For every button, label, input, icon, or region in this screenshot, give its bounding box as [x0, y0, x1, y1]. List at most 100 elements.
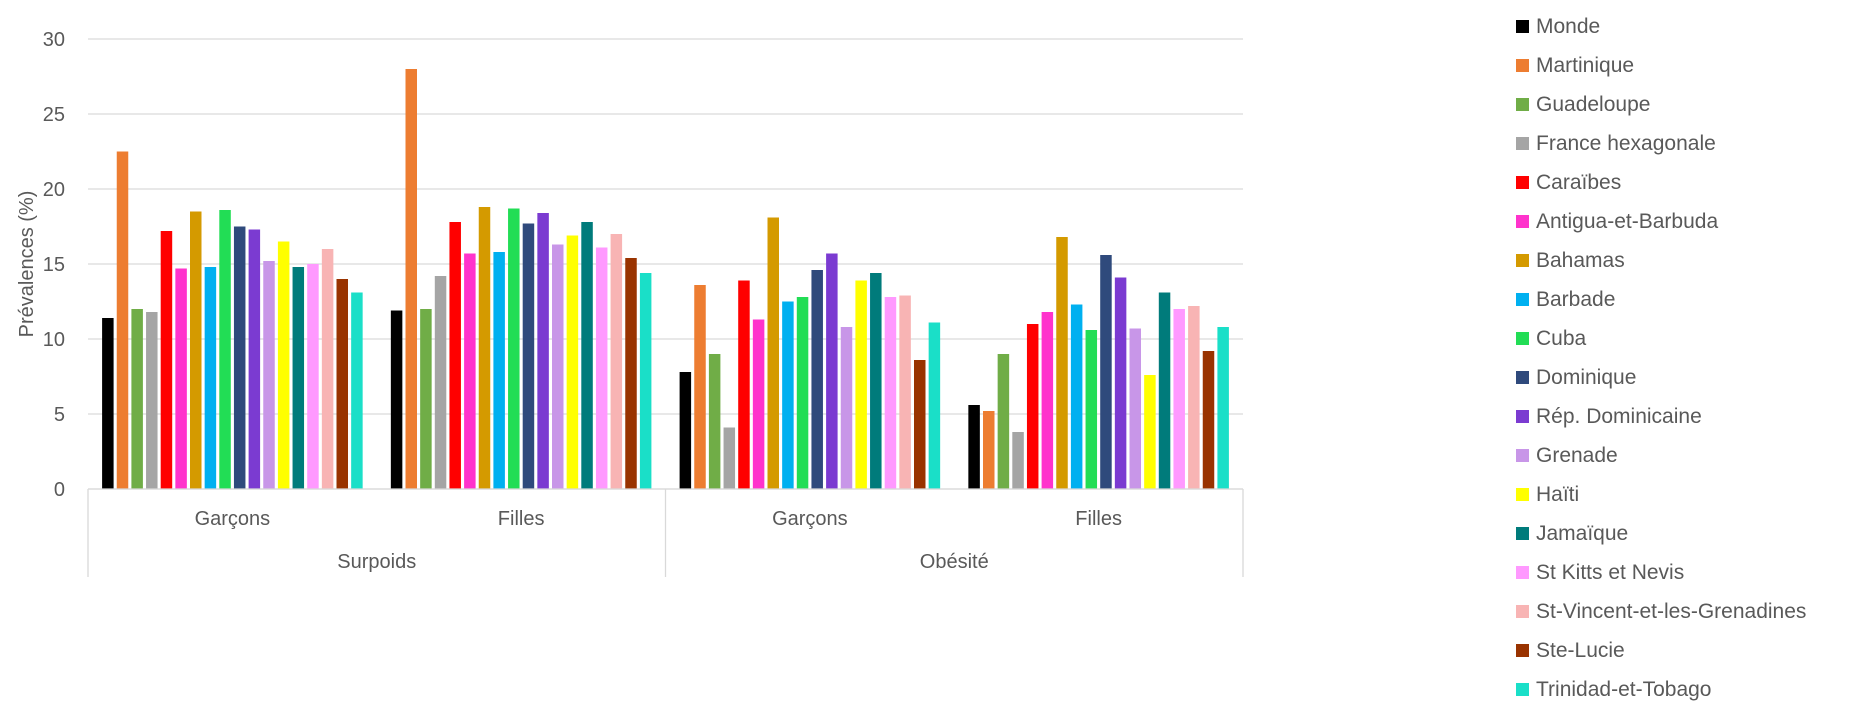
bar — [1012, 432, 1024, 489]
bar — [1085, 330, 1098, 489]
bar — [566, 235, 579, 489]
legend-label: Rép. Dominicaine — [1536, 404, 1702, 428]
bar — [581, 222, 593, 489]
legend-swatch — [1516, 332, 1529, 345]
legend-item: Martinique — [1516, 46, 1852, 85]
y-tick-label: 20 — [43, 179, 65, 201]
bar — [449, 222, 461, 489]
bar — [175, 268, 187, 489]
legend-label: Antigua-et-Barbuda — [1536, 209, 1719, 233]
bar — [1188, 306, 1200, 489]
legend: Monde Martinique Guadeloupe France hexagona… — [1516, 7, 1852, 709]
x-tick-label: Garçons — [772, 508, 848, 530]
legend-swatch — [1516, 683, 1529, 696]
legend-swatch — [1516, 59, 1529, 72]
legend-label: Cuba — [1536, 326, 1587, 350]
legend-label: Martinique — [1536, 53, 1635, 77]
bar — [390, 310, 403, 489]
bar — [233, 226, 246, 489]
bar — [508, 208, 520, 489]
legend-swatch — [1516, 98, 1529, 111]
bar — [679, 372, 692, 489]
legend-label: Bahamas — [1536, 248, 1625, 272]
bar — [321, 249, 334, 489]
legend-swatch — [1516, 176, 1529, 189]
legend-label: Barbade — [1536, 287, 1616, 311]
bar — [307, 264, 319, 489]
bar — [420, 309, 432, 489]
bar — [204, 267, 217, 489]
bar — [899, 295, 911, 489]
legend-label: Ste-Lucie — [1536, 638, 1625, 662]
bar — [752, 319, 765, 489]
legend-item: Grenade — [1516, 436, 1852, 475]
bar — [116, 151, 129, 489]
bar — [767, 217, 779, 489]
legend-label: Dominique — [1536, 365, 1637, 389]
bar — [146, 312, 158, 489]
legend-swatch — [1516, 644, 1529, 657]
legend-item: Dominique — [1516, 358, 1852, 397]
bar — [708, 354, 721, 489]
bar — [131, 309, 143, 489]
bar — [351, 292, 363, 489]
bar — [1056, 237, 1068, 489]
y-tick-label: 30 — [43, 29, 65, 51]
bar — [478, 207, 491, 489]
bar — [997, 354, 1010, 489]
bar — [219, 210, 231, 489]
bar — [738, 280, 750, 489]
bar — [796, 297, 809, 489]
y-tick-label: 5 — [54, 404, 65, 426]
bar — [826, 253, 838, 489]
bar — [610, 234, 623, 489]
legend-swatch — [1516, 566, 1529, 579]
bar — [292, 267, 305, 489]
y-tick-label: 25 — [43, 104, 65, 126]
bar — [277, 241, 290, 489]
legend-item: Trinidad-et-Tobago — [1516, 670, 1852, 709]
bar — [639, 273, 652, 489]
bar — [493, 252, 505, 489]
legend-label: Trinidad-et-Tobago — [1536, 677, 1712, 701]
bar — [1129, 328, 1141, 489]
bar — [1173, 309, 1185, 489]
legend-swatch — [1516, 449, 1529, 462]
legend-swatch — [1516, 215, 1529, 228]
bar — [263, 261, 275, 489]
bar — [522, 223, 535, 489]
bar — [884, 297, 897, 489]
legend-item: St-Vincent-et-les-Grenadines — [1516, 592, 1852, 631]
legend-label: Caraïbes — [1536, 170, 1622, 194]
y-axis-label: Prévalences (%) — [16, 191, 38, 338]
legend-label: Guadeloupe — [1536, 92, 1651, 116]
legend-label: St Kitts et Nevis — [1536, 560, 1685, 584]
bar — [537, 213, 549, 489]
legend-item: Guadeloupe — [1516, 85, 1852, 124]
bar — [855, 280, 867, 489]
legend-item: France hexagonale — [1516, 124, 1852, 163]
legend-swatch — [1516, 605, 1529, 618]
legend-label: Monde — [1536, 14, 1601, 38]
legend-item: Barbade — [1516, 280, 1852, 319]
legend-swatch — [1516, 293, 1529, 306]
bar — [1100, 255, 1112, 489]
bars — [102, 69, 1229, 489]
legend-swatch — [1516, 254, 1529, 267]
legend-item: Antigua-et-Barbuda — [1516, 202, 1852, 241]
bar — [870, 273, 882, 489]
legend-label: Jamaïque — [1536, 521, 1629, 545]
legend-swatch — [1516, 527, 1529, 540]
x-group-label: Surpoids — [337, 551, 416, 573]
legend-label: St-Vincent-et-les-Grenadines — [1536, 599, 1807, 623]
bar — [336, 279, 348, 489]
bar — [983, 411, 995, 489]
bar — [782, 301, 794, 489]
bar — [190, 211, 202, 489]
bar — [811, 270, 823, 489]
legend-swatch — [1516, 488, 1529, 501]
legend-swatch — [1516, 20, 1529, 33]
legend-swatch — [1516, 410, 1529, 423]
bar — [1070, 304, 1083, 489]
x-tick-label: Filles — [1075, 508, 1122, 530]
